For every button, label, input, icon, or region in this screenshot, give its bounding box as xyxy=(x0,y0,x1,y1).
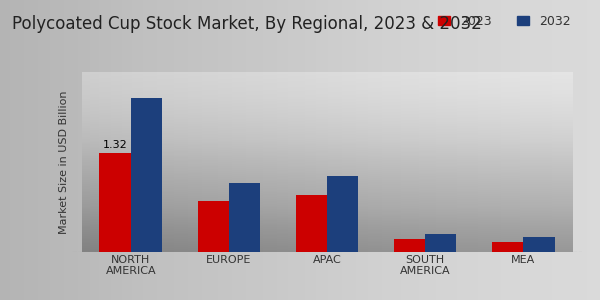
Bar xyxy=(296,195,327,252)
Bar xyxy=(394,239,425,252)
Y-axis label: Market Size in USD Billion: Market Size in USD Billion xyxy=(59,90,69,234)
Text: 1.32: 1.32 xyxy=(103,140,128,150)
Bar xyxy=(229,183,260,252)
Bar xyxy=(492,242,523,252)
Bar xyxy=(197,201,229,252)
Bar xyxy=(425,234,457,252)
Bar xyxy=(100,153,131,252)
Text: Polycoated Cup Stock Market, By Regional, 2023 & 2032: Polycoated Cup Stock Market, By Regional… xyxy=(12,15,482,33)
Bar xyxy=(523,237,554,252)
Bar xyxy=(131,98,162,252)
Legend: 2023, 2032: 2023, 2032 xyxy=(433,10,576,33)
Bar xyxy=(327,176,358,252)
